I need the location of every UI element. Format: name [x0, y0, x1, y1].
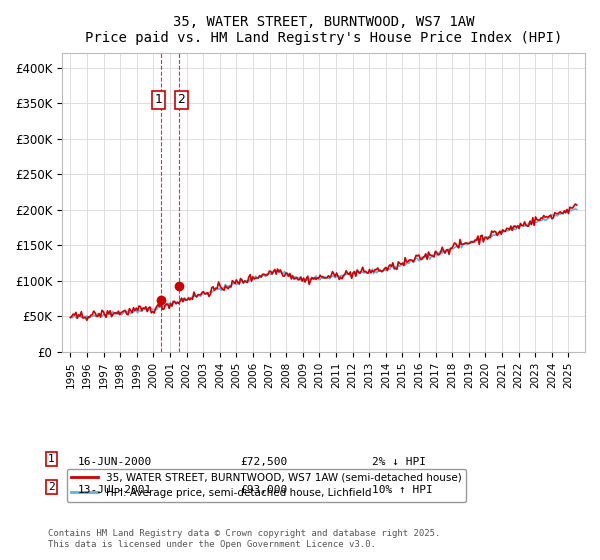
Title: 35, WATER STREET, BURNTWOOD, WS7 1AW
Price paid vs. HM Land Registry's House Pri: 35, WATER STREET, BURNTWOOD, WS7 1AW Pri…: [85, 15, 562, 45]
Text: £93,000: £93,000: [240, 485, 287, 495]
Text: 10% ↑ HPI: 10% ↑ HPI: [372, 485, 433, 495]
Text: 13-JUL-2001: 13-JUL-2001: [78, 485, 152, 495]
Legend: 35, WATER STREET, BURNTWOOD, WS7 1AW (semi-detached house), HPI: Average price, : 35, WATER STREET, BURNTWOOD, WS7 1AW (se…: [67, 469, 466, 502]
Text: 2% ↓ HPI: 2% ↓ HPI: [372, 457, 426, 467]
Text: £72,500: £72,500: [240, 457, 287, 467]
Text: 2: 2: [178, 93, 185, 106]
Text: 1: 1: [48, 454, 55, 464]
Text: 16-JUN-2000: 16-JUN-2000: [78, 457, 152, 467]
Text: Contains HM Land Registry data © Crown copyright and database right 2025.
This d: Contains HM Land Registry data © Crown c…: [48, 529, 440, 549]
Text: 1: 1: [155, 93, 163, 106]
Text: 2: 2: [48, 482, 55, 492]
